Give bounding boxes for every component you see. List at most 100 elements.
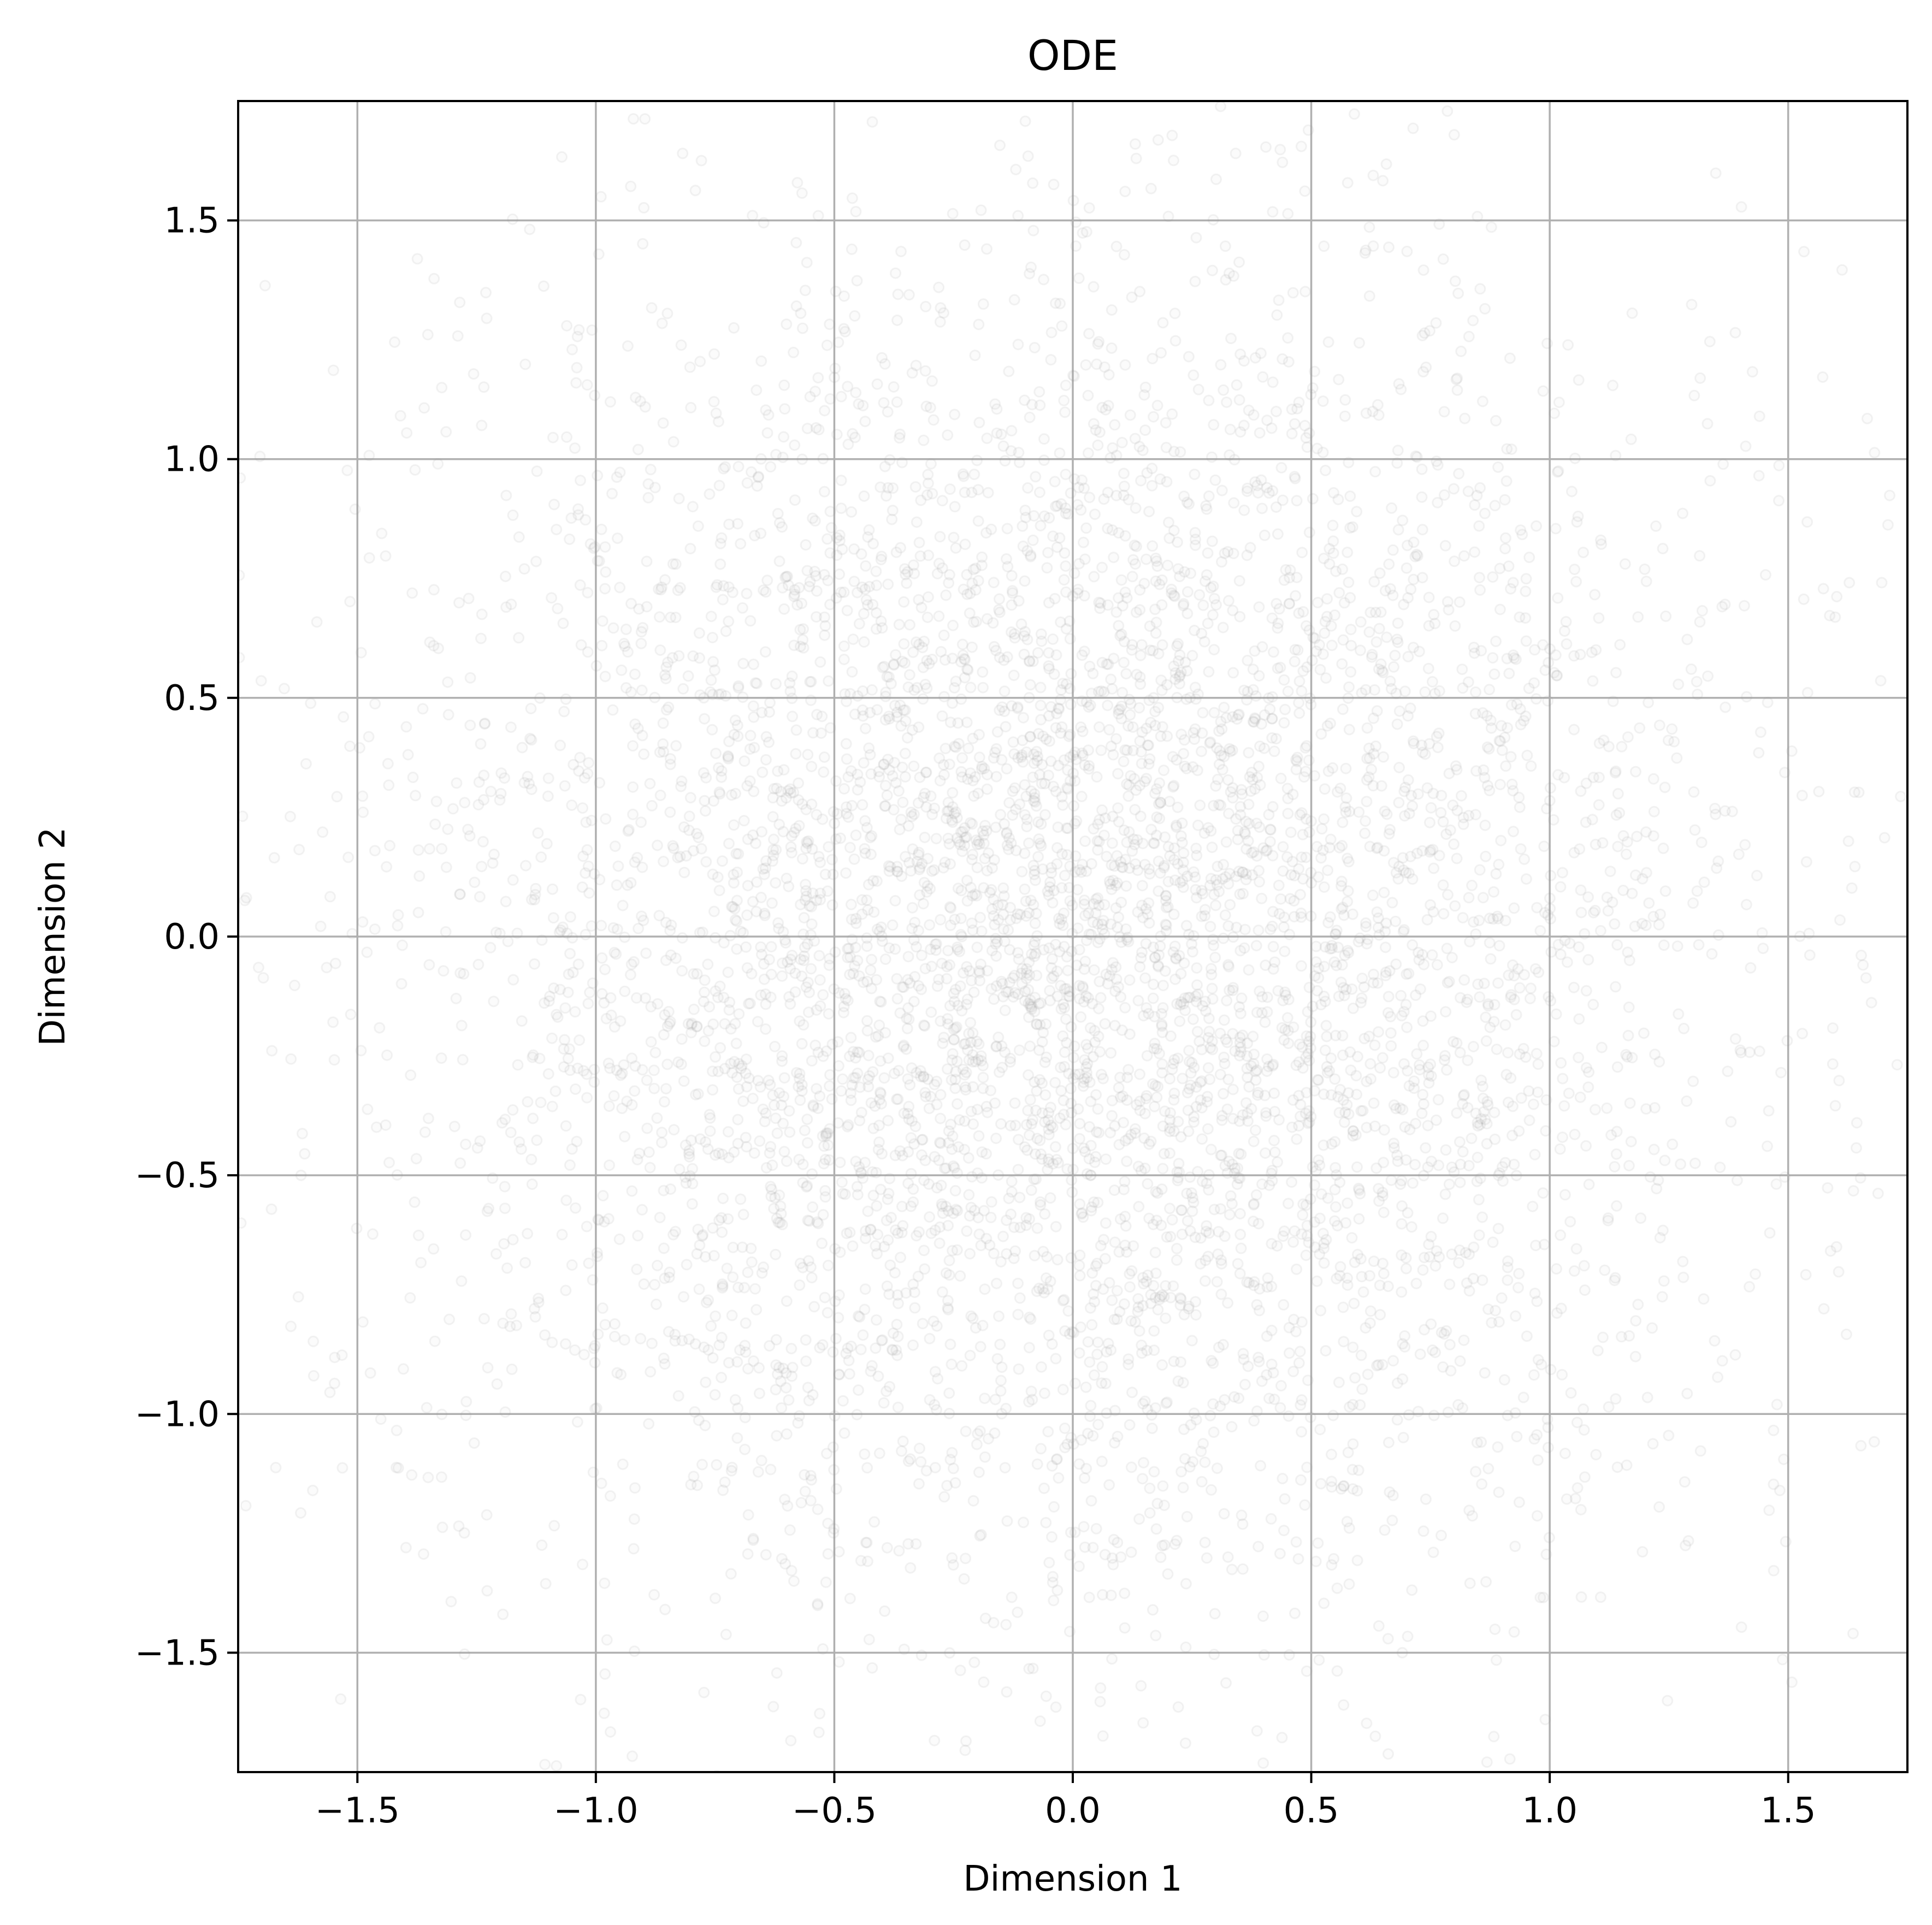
scatter-point bbox=[1079, 835, 1091, 847]
scatter-point bbox=[1513, 791, 1525, 803]
scatter-point bbox=[959, 239, 971, 251]
scatter-point bbox=[1266, 612, 1278, 624]
scatter-point bbox=[729, 1018, 741, 1030]
scatter-point bbox=[1329, 1184, 1341, 1195]
scatter-point bbox=[961, 1225, 973, 1237]
scatter-point bbox=[1757, 943, 1769, 955]
scatter-point bbox=[1216, 723, 1228, 735]
scatter-point bbox=[835, 475, 847, 487]
scatter-point bbox=[974, 975, 986, 987]
scatter-point bbox=[1209, 474, 1221, 486]
scatter-point bbox=[551, 1009, 563, 1021]
scatter-point bbox=[609, 1318, 621, 1330]
scatter-point bbox=[1243, 747, 1255, 759]
scatter-point bbox=[890, 267, 901, 279]
scatter-point bbox=[1226, 1158, 1238, 1170]
scatter-point bbox=[1425, 802, 1437, 814]
scatter-point bbox=[1575, 884, 1587, 896]
scatter-point bbox=[1051, 541, 1063, 553]
scatter-point bbox=[1036, 759, 1048, 771]
scatter-point bbox=[404, 1292, 416, 1304]
scatter-point bbox=[1305, 910, 1317, 922]
scatter-point bbox=[1368, 1255, 1380, 1267]
scatter-point bbox=[1008, 294, 1020, 306]
scatter-point bbox=[1865, 997, 1877, 1009]
scatter-point bbox=[1202, 618, 1214, 630]
scatter-point bbox=[1177, 864, 1189, 876]
scatter-point bbox=[822, 1307, 834, 1319]
scatter-point bbox=[1454, 596, 1466, 608]
scatter-point bbox=[853, 1161, 865, 1173]
scatter-point bbox=[1213, 1225, 1225, 1237]
scatter-point bbox=[422, 1112, 434, 1124]
scatter-point bbox=[705, 1320, 717, 1332]
scatter-point bbox=[850, 1156, 862, 1168]
scatter-point bbox=[1215, 101, 1227, 112]
scatter-point bbox=[1162, 1568, 1174, 1580]
scatter-point bbox=[1704, 336, 1716, 347]
scatter-point bbox=[1183, 1126, 1195, 1138]
scatter-point bbox=[717, 1484, 729, 1496]
scatter-point bbox=[505, 1308, 517, 1320]
scatter-point bbox=[837, 1395, 849, 1407]
scatter-point bbox=[1121, 744, 1133, 756]
scatter-point bbox=[654, 789, 666, 801]
scatter-point bbox=[1611, 939, 1623, 951]
scatter-point bbox=[1061, 1037, 1073, 1049]
scatter-point bbox=[485, 785, 497, 797]
scatter-point bbox=[903, 1013, 915, 1025]
scatter-point bbox=[1520, 573, 1532, 585]
scatter-point bbox=[1432, 1094, 1444, 1106]
scatter-point bbox=[811, 1216, 823, 1228]
scatter-point bbox=[1317, 648, 1329, 660]
scatter-point bbox=[1123, 826, 1135, 838]
scatter-point bbox=[790, 236, 802, 248]
scatter-point bbox=[958, 967, 970, 979]
scatter-point bbox=[1431, 959, 1443, 971]
scatter-point bbox=[1138, 1457, 1149, 1468]
scatter-point bbox=[1500, 475, 1512, 487]
scatter-point bbox=[920, 766, 932, 778]
scatter-point bbox=[1172, 1116, 1184, 1128]
scatter-point bbox=[1373, 1620, 1385, 1632]
scatter-point bbox=[1086, 1267, 1098, 1279]
scatter-point bbox=[1113, 1139, 1125, 1151]
scatter-point bbox=[879, 1605, 891, 1617]
scatter-point bbox=[1247, 684, 1259, 696]
scatter-point bbox=[1417, 264, 1429, 276]
scatter-point bbox=[1314, 1248, 1326, 1260]
scatter-point bbox=[895, 246, 907, 257]
scatter-point bbox=[830, 592, 842, 604]
scatter-point bbox=[664, 925, 676, 937]
scatter-point bbox=[1502, 1097, 1514, 1109]
scatter-point bbox=[1106, 304, 1118, 316]
scatter-point bbox=[1106, 342, 1118, 354]
scatter-point bbox=[1361, 722, 1373, 734]
scatter-point bbox=[879, 714, 891, 726]
scatter-point bbox=[973, 751, 985, 763]
scatter-point bbox=[561, 320, 573, 331]
scatter-point bbox=[1259, 1016, 1271, 1028]
scatter-point bbox=[1113, 620, 1125, 632]
scatter-point bbox=[1527, 1200, 1539, 1212]
scatter-point bbox=[1531, 1047, 1543, 1059]
scatter-point bbox=[1104, 1127, 1116, 1139]
scatter-point bbox=[801, 1137, 813, 1149]
scatter-point bbox=[785, 1343, 797, 1354]
scatter-point bbox=[391, 1169, 403, 1181]
scatter-point bbox=[1080, 359, 1092, 371]
scatter-point bbox=[652, 998, 664, 1010]
scatter-point bbox=[846, 506, 858, 518]
scatter-point bbox=[622, 879, 634, 891]
scatter-point bbox=[1305, 815, 1317, 827]
scatter-point bbox=[608, 1330, 621, 1342]
scatter-point bbox=[1207, 214, 1219, 226]
scatter-point bbox=[675, 780, 687, 792]
scatter-point bbox=[1290, 1059, 1302, 1071]
scatter-point bbox=[907, 1278, 919, 1290]
scatter-point bbox=[913, 721, 925, 733]
scatter-point bbox=[796, 970, 808, 982]
scatter-point bbox=[1030, 908, 1042, 920]
scatter-point bbox=[569, 442, 581, 454]
scatter-point bbox=[1237, 1348, 1249, 1360]
